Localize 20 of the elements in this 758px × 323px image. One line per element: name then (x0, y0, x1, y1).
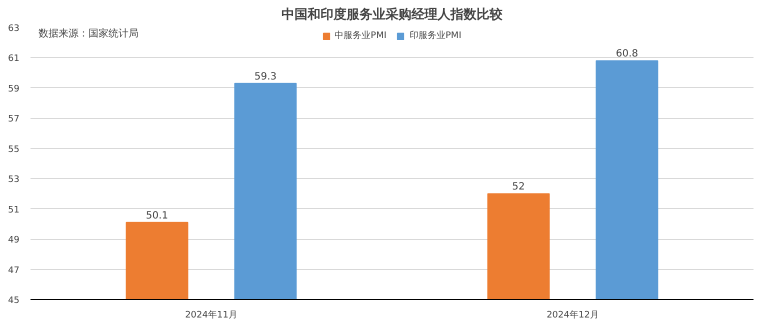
data-label: 50.1 (146, 210, 168, 222)
data-label: 60.8 (616, 48, 638, 60)
data-label: 59.3 (254, 71, 277, 82)
y-tick-label: 59 (8, 84, 20, 94)
x-tick-label: 2024年11月 (185, 310, 238, 320)
y-tick-label: 63 (8, 24, 20, 34)
y-tick-label: 51 (8, 205, 20, 216)
x-tick-label: 2024年12月 (546, 310, 599, 320)
chart-title: 中国和印度服务业采购经理人指数比较 (282, 6, 504, 22)
y-tick-label: 47 (8, 266, 20, 276)
legend-label: 中服务业PMI (334, 30, 386, 42)
data-label: 52 (512, 182, 525, 193)
y-tick-label: 49 (8, 236, 20, 246)
legend-label: 印服务业PMI (410, 30, 462, 42)
y-tick-label: 57 (8, 114, 20, 125)
y-tick-label: 55 (8, 144, 20, 155)
annotation: 数据来源：国家统计局 (38, 28, 138, 40)
y-tick-label: 45 (8, 296, 20, 306)
y-tick-label: 61 (8, 54, 20, 64)
y-tick-label: 53 (8, 175, 20, 186)
